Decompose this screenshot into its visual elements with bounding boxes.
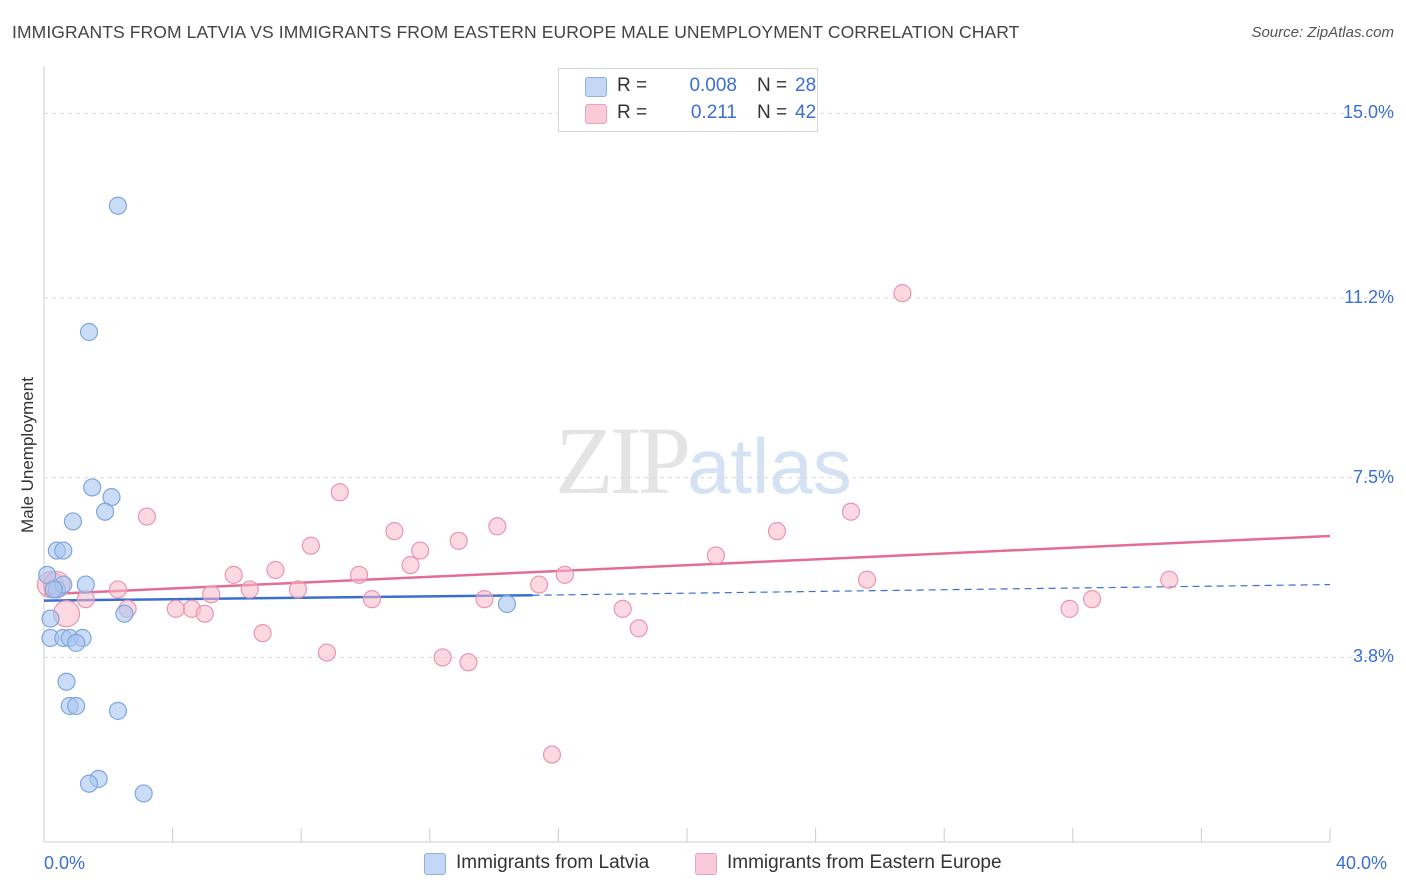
scatter-point-eastern-europe [195,604,214,623]
legend-n-label: N = [757,102,788,123]
scatter-point-eastern-europe [475,590,494,609]
legend-r-value: 0.008 [689,75,737,96]
scatter-point-latvia [79,322,99,342]
scatter-point-latvia [76,575,95,594]
scatter-point-eastern-europe [1160,570,1179,589]
scatter-point-eastern-europe [240,580,259,599]
legend-n-value: 28 [795,75,817,96]
scatter-point-eastern-europe [857,570,877,589]
scatter-point-eastern-europe [349,565,369,584]
scatter-point-eastern-europe [555,565,574,584]
scatter-point-eastern-europe [841,502,861,521]
legend-r-label: R = [617,102,648,123]
scatter-point-eastern-europe [317,643,337,662]
scatter-point-eastern-europe [488,517,507,536]
scatter-point-eastern-europe [1060,599,1079,618]
scatter-point-eastern-europe [166,599,185,618]
scatter-point-eastern-europe [449,531,468,550]
scatter-point-eastern-europe [530,575,549,594]
scatter-point-eastern-europe [411,541,430,560]
scatter-point-latvia [41,609,60,628]
scatter-point-latvia [44,580,63,599]
watermark-atlas: atlas [687,422,852,510]
scatter-point-eastern-europe [459,653,478,672]
x-tick-label-min: 0.0% [44,853,86,873]
scatter-point-eastern-europe [202,585,221,604]
scatter-point-latvia [115,604,134,623]
scatter-point-latvia [57,672,76,691]
point-layer [36,196,1179,803]
scatter-point-eastern-europe [385,522,404,541]
legend-n-label: N = [757,75,788,96]
correlation-legend: R = 0.008 N = 28 R = 0.211 N = 42 [558,68,818,132]
scatter-point-eastern-europe [629,619,648,638]
legend-r-label: R = [617,75,648,96]
grid-layer [44,112,1392,658]
scatter-point-latvia [63,512,83,531]
zipatlas-watermark: ZIPatlas [555,405,852,516]
scatter-point-eastern-europe [330,483,349,502]
scatter-point-eastern-europe [706,546,726,565]
bottom-legend-swatch-eastern-europe [695,853,717,875]
bottom-legend-label-latvia: Immigrants from Latvia [456,852,650,873]
scatter-point-eastern-europe [401,556,420,575]
scatter-point-latvia [67,696,86,716]
scatter-point-eastern-europe [433,648,452,667]
scatter-point-eastern-europe [362,590,382,609]
legend-swatch-eastern-europe [585,104,607,124]
trend-layer [43,534,1331,602]
scatter-point-latvia [497,594,517,614]
y-tick-label: 7.5% [1352,466,1394,487]
x-tick-label-max: 40.0% [1336,853,1388,873]
scatter-point-eastern-europe [893,284,912,303]
scatter-point-eastern-europe [301,536,320,555]
trend-line-latvia [43,594,533,602]
y-tick-label: 11.2% [1344,287,1394,307]
y-tick-label: 3.8% [1352,646,1394,667]
axis-layer [43,66,1331,843]
scatter-point-eastern-europe [288,580,308,599]
scatter-point-eastern-europe [1082,590,1102,609]
scatter-point-eastern-europe [767,522,787,541]
trend-line-eastern-europe [43,534,1331,596]
bottom-legend-swatch-latvia [424,853,446,875]
chart-title: IMMIGRANTS FROM LATVIA VS IMMIGRANTS FRO… [12,22,1020,42]
scatter-point-eastern-europe [253,624,272,643]
scatter-point-eastern-europe [613,599,632,618]
scatter-point-latvia [108,701,128,720]
scatter-point-eastern-europe [108,580,128,599]
bottom-legend-label-eastern-europe: Immigrants from Eastern Europe [727,852,1002,873]
scatter-point-latvia [108,196,128,215]
watermark-zip: ZIP [555,407,691,514]
scatter-point-latvia [83,478,102,497]
legend-r-value: 0.211 [690,102,737,123]
scatter-point-latvia [54,541,73,560]
trend-line-latvia-extension [532,583,1331,596]
scatter-point-latvia [95,502,115,521]
scatter-point-eastern-europe [224,565,243,584]
scatter-point-eastern-europe [266,560,285,580]
scatter-point-latvia [67,633,86,652]
y-tick-label: 15.0% [1342,102,1394,123]
scatter-point-latvia [79,774,99,793]
source-credit: Source: ZipAtlas.com [1251,24,1394,41]
scatter-point-eastern-europe [137,507,156,526]
legend-swatch-latvia [585,77,607,97]
legend-n-value: 42 [795,102,817,123]
scatter-point-eastern-europe [542,745,562,764]
scatter-point-latvia [134,784,153,803]
